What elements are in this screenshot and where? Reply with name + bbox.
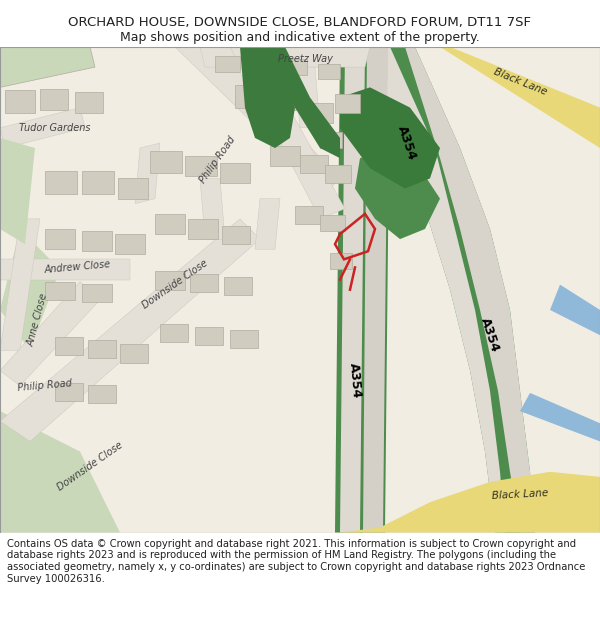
Bar [82,231,112,251]
Bar [45,171,77,194]
Polygon shape [335,47,390,532]
Bar [188,219,218,239]
Bar [88,340,116,359]
Bar [295,206,323,224]
Text: Contains OS data © Crown copyright and database right 2021. This information is : Contains OS data © Crown copyright and d… [7,539,586,584]
Text: Andrew Close: Andrew Close [44,259,112,276]
Bar [222,226,250,244]
Bar [335,94,360,112]
Text: Philip Road: Philip Road [17,379,73,393]
Polygon shape [262,47,340,158]
Polygon shape [255,199,280,249]
Text: Preetz Way: Preetz Way [278,54,332,64]
Polygon shape [360,47,505,532]
Bar [305,102,333,122]
Bar [270,89,300,109]
Polygon shape [0,138,35,244]
Polygon shape [0,47,95,88]
Bar [75,92,103,112]
Text: Anne Close: Anne Close [26,292,50,348]
Bar [282,59,307,75]
Polygon shape [370,47,535,532]
Bar [55,382,83,401]
Bar [45,282,75,300]
Polygon shape [355,148,440,239]
Bar [55,338,83,356]
Polygon shape [550,284,600,335]
Bar [320,215,345,231]
Text: ORCHARD HOUSE, DOWNSIDE CLOSE, BLANDFORD FORUM, DT11 7SF: ORCHARD HOUSE, DOWNSIDE CLOSE, BLANDFORD… [68,16,532,29]
Polygon shape [0,107,85,148]
Bar [185,156,217,176]
Text: A354: A354 [478,316,502,354]
Text: Tudor Gardens: Tudor Gardens [19,122,91,132]
Bar [220,163,250,184]
Bar [155,271,185,290]
Bar [300,155,328,173]
Polygon shape [0,411,120,532]
Bar [88,385,116,403]
Polygon shape [240,47,295,148]
Polygon shape [520,393,600,441]
Bar [235,86,267,107]
Bar [160,324,188,342]
Bar [195,327,223,346]
Bar [155,214,185,234]
Bar [82,284,112,302]
Polygon shape [245,67,275,118]
Polygon shape [230,47,345,219]
Text: Map shows position and indicative extent of the property.: Map shows position and indicative extent… [120,31,480,44]
Polygon shape [363,47,388,532]
Polygon shape [335,472,600,532]
Polygon shape [0,219,260,441]
Polygon shape [200,178,225,239]
Bar [45,229,75,249]
Bar [320,132,342,148]
Polygon shape [135,143,160,204]
Polygon shape [440,47,600,148]
Bar [40,89,68,109]
Bar [248,56,273,72]
Polygon shape [0,219,40,351]
Bar [318,64,340,79]
Polygon shape [340,88,440,189]
Polygon shape [200,47,370,67]
Bar [115,234,145,254]
Bar [190,274,218,292]
Bar [118,178,148,199]
Bar [230,330,258,348]
Polygon shape [340,47,365,532]
Text: A354: A354 [347,362,363,399]
Bar [5,91,35,112]
Bar [82,171,114,194]
Text: Downside Close: Downside Close [55,441,125,493]
Polygon shape [0,259,130,279]
Bar [224,276,252,295]
Bar [120,344,148,362]
Polygon shape [395,47,535,532]
Bar [330,253,352,269]
Bar [325,165,351,184]
Text: Black Lane: Black Lane [492,67,548,98]
Polygon shape [175,47,340,194]
Text: Black Lane: Black Lane [491,488,548,501]
Polygon shape [0,282,100,386]
Text: Philip Road: Philip Road [198,135,238,186]
Bar [215,56,240,72]
Polygon shape [295,67,320,128]
Text: A354: A354 [395,124,419,162]
Bar [150,151,182,173]
Bar [270,146,300,166]
Text: Downside Close: Downside Close [140,258,209,311]
Polygon shape [0,229,60,351]
